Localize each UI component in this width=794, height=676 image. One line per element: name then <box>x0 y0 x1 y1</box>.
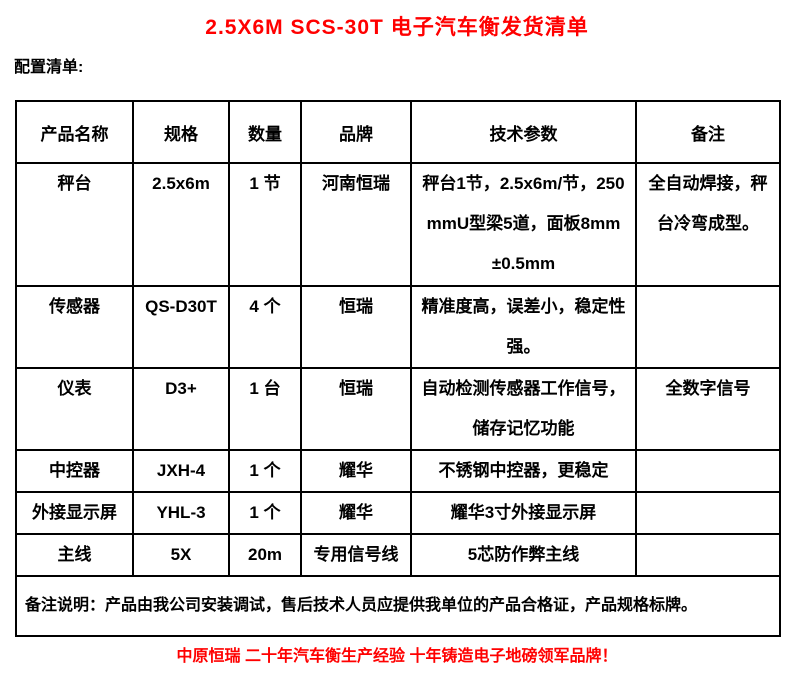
cell-qty: 20m <box>228 532 302 577</box>
cell-product-name: 主线 <box>15 532 134 577</box>
cell-note <box>635 448 781 493</box>
table-row: 中控器 JXH-4 1 个 耀华 不锈钢中控器，更稳定 <box>15 448 781 493</box>
cell-spec: 2.5x6m <box>132 162 230 287</box>
cell-note <box>635 490 781 535</box>
cell-spec: D3+ <box>132 366 230 451</box>
cell-spec: 5X <box>132 532 230 577</box>
cell-brand: 河南恒瑞 <box>300 162 412 287</box>
cell-product-name: 仪表 <box>15 366 134 451</box>
section-label: 配置清单: <box>14 59 84 76</box>
cell-qty: 4 个 <box>228 285 302 369</box>
table-row: 外接显示屏 YHL-3 1 个 耀华 耀华3寸外接显示屏 <box>15 490 781 535</box>
cell-qty: 1 台 <box>228 366 302 451</box>
cell-brand: 耀华 <box>300 448 412 493</box>
cell-params: 不锈钢中控器，更稳定 <box>410 448 637 493</box>
cell-qty: 1 个 <box>228 490 302 535</box>
cell-params: 5芯防作弊主线 <box>410 532 637 577</box>
cell-brand: 恒瑞 <box>300 366 412 451</box>
brand-slogan: 中原恒瑞 二十年汽车衡生产经验 十年铸造电子地磅领军品牌！ <box>176 648 618 665</box>
cell-spec: QS-D30T <box>132 285 230 369</box>
table-footer-row: 备注说明：产品由我公司安装调试，售后技术人员应提供我单位的产品合格证，产品规格标… <box>15 574 781 637</box>
cell-spec: JXH-4 <box>132 448 230 493</box>
cell-params: 精准度高，误差小，稳定性强。 <box>410 285 637 369</box>
table-row: 秤台 2.5x6m 1 节 河南恒瑞 秤台1节，2.5x6m/节，250mmU型… <box>15 162 781 287</box>
cell-note <box>635 532 781 577</box>
product-spec-table: 产品名称 规格 数量 品牌 技术参数 备注 秤台 2.5x6m 1 节 河南恒瑞… <box>15 100 781 637</box>
cell-qty: 1 个 <box>228 448 302 493</box>
cell-note: 全数字信号 <box>635 366 781 451</box>
cell-params: 耀华3寸外接显示屏 <box>410 490 637 535</box>
cell-product-name: 传感器 <box>15 285 134 369</box>
cell-note <box>635 285 781 369</box>
page-title: 2.5X6M SCS-30T 电子汽车衡发货清单 <box>205 16 589 39</box>
header-qty: 数量 <box>228 100 302 164</box>
table-row: 仪表 D3+ 1 台 恒瑞 自动检测传感器工作信号，储存记忆功能 全数字信号 <box>15 366 781 451</box>
cell-brand: 耀华 <box>300 490 412 535</box>
footer-note: 备注说明：产品由我公司安装调试，售后技术人员应提供我单位的产品合格证，产品规格标… <box>15 574 781 637</box>
header-spec: 规格 <box>132 100 230 164</box>
cell-params: 自动检测传感器工作信号，储存记忆功能 <box>410 366 637 451</box>
table-row: 传感器 QS-D30T 4 个 恒瑞 精准度高，误差小，稳定性强。 <box>15 285 781 369</box>
header-brand: 品牌 <box>300 100 412 164</box>
cell-product-name: 外接显示屏 <box>15 490 134 535</box>
cell-product-name: 秤台 <box>15 162 134 287</box>
header-note: 备注 <box>635 100 781 164</box>
cell-note: 全自动焊接，秤台冷弯成型。 <box>635 162 781 287</box>
cell-brand: 专用信号线 <box>300 532 412 577</box>
table-row: 主线 5X 20m 专用信号线 5芯防作弊主线 <box>15 532 781 577</box>
cell-spec: YHL-3 <box>132 490 230 535</box>
cell-qty: 1 节 <box>228 162 302 287</box>
cell-brand: 恒瑞 <box>300 285 412 369</box>
cell-product-name: 中控器 <box>15 448 134 493</box>
table-header-row: 产品名称 规格 数量 品牌 技术参数 备注 <box>15 100 781 164</box>
header-product-name: 产品名称 <box>15 100 134 164</box>
cell-params: 秤台1节，2.5x6m/节，250mmU型梁5道，面板8mm±0.5mm <box>410 162 637 287</box>
header-params: 技术参数 <box>410 100 637 164</box>
